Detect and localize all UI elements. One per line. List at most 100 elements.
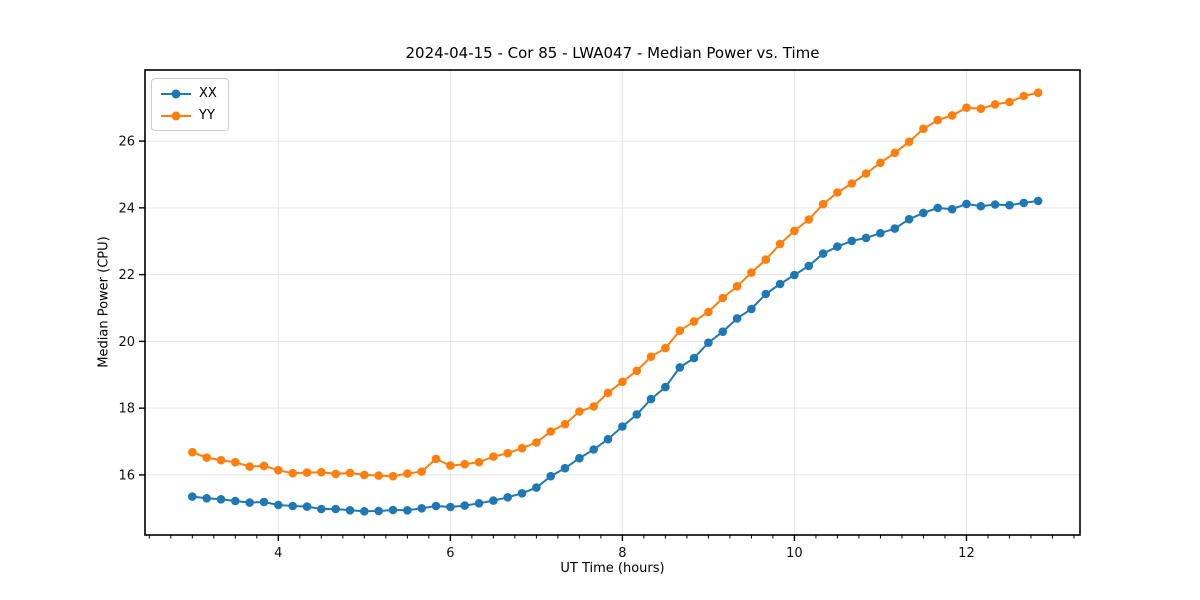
plot-border — [144, 69, 1081, 536]
series-yy-marker — [904, 137, 914, 147]
legend-marker-yy-icon — [161, 111, 191, 121]
series-xx-marker — [704, 338, 713, 348]
series-xx-marker — [302, 502, 312, 511]
series-yy-marker — [947, 111, 957, 120]
series-xx-marker — [288, 501, 298, 511]
series-xx-marker — [216, 495, 226, 504]
series-yy-marker — [231, 457, 240, 467]
series-xx-marker — [603, 434, 613, 444]
series-yy-marker — [618, 377, 627, 387]
series-yy-marker — [202, 453, 211, 462]
series-yy-marker — [890, 148, 900, 158]
series-xx-marker — [474, 499, 484, 508]
series-xx-marker — [360, 507, 369, 516]
y-axis-label: Median Power (CPU) — [96, 236, 112, 368]
series-yy-marker — [360, 470, 369, 480]
series-yy-marker — [374, 471, 384, 480]
series-yy-marker — [474, 457, 484, 467]
series-xx-marker — [489, 496, 498, 505]
series-xx-marker — [876, 228, 885, 238]
series-xx-marker — [962, 199, 971, 209]
x-tick-label: 6 — [446, 546, 454, 561]
series-xx-marker — [904, 214, 914, 224]
series — [188, 88, 1043, 516]
series-xx-marker — [661, 382, 670, 392]
series-xx-marker — [818, 249, 828, 258]
series-yy-marker — [259, 461, 269, 471]
legend: XX YY — [151, 78, 229, 131]
series-yy-marker — [732, 282, 742, 291]
series-yy-marker — [388, 471, 398, 481]
series-yy-marker — [790, 226, 799, 236]
series-xx-marker — [718, 327, 728, 337]
series-xx-marker — [1033, 196, 1043, 206]
series-yy-marker — [216, 455, 226, 465]
series-xx-marker — [933, 203, 943, 213]
series-xx-line — [192, 199, 1039, 513]
y-tick-label: 18 — [118, 402, 135, 417]
series-xx-marker — [589, 445, 598, 454]
series-yy-marker — [833, 188, 842, 197]
series-yy-marker — [689, 317, 699, 326]
series-xx-marker — [847, 236, 857, 246]
legend-label-yy: YY — [199, 108, 215, 123]
series-yy-marker — [761, 255, 771, 264]
series-xx-marker — [990, 200, 1000, 209]
series-xx-marker — [374, 506, 384, 516]
series-yy-marker — [1033, 88, 1043, 97]
y-tick-label: 16 — [118, 468, 135, 483]
series-xx-marker — [331, 504, 341, 514]
series-yy-marker — [661, 343, 670, 353]
series-yy-marker — [632, 366, 642, 376]
series-xx-marker — [732, 314, 742, 323]
series-yy-marker — [861, 169, 871, 178]
series-yy-marker — [345, 468, 355, 478]
series-xx-marker — [259, 497, 269, 507]
series-xx-marker — [231, 496, 240, 506]
series-yy-marker — [460, 459, 470, 469]
series-yy-marker — [245, 462, 254, 471]
series-xx-marker — [546, 471, 555, 481]
series-yy-marker — [589, 402, 598, 411]
series-xx-marker — [976, 201, 986, 211]
series-xx-marker — [1019, 198, 1029, 208]
series-xx-marker — [446, 502, 455, 512]
series-xx-marker — [274, 500, 283, 510]
series-xx-marker — [388, 505, 398, 515]
series-yy-marker — [919, 124, 928, 134]
series-xx-marker — [761, 289, 771, 299]
series-xx-marker — [675, 363, 685, 372]
series-yy-marker — [718, 293, 728, 303]
series-yy-marker — [188, 447, 197, 457]
x-axis-label: UT Time (hours) — [560, 561, 665, 576]
series-yy-marker — [603, 388, 613, 398]
series-yy-line — [191, 91, 1039, 478]
series-xx-marker — [532, 483, 541, 492]
series-yy-marker — [274, 465, 283, 475]
x-tick-label: 10 — [786, 546, 803, 561]
series-xx-marker — [890, 224, 900, 233]
series-xx-marker — [460, 501, 470, 510]
series-xx-marker — [689, 353, 699, 363]
series-xx-marker — [188, 492, 197, 501]
series-yy-marker — [962, 103, 971, 112]
x-tick-label: 8 — [618, 546, 626, 561]
x-tick-label: 4 — [274, 546, 282, 561]
series-yy-marker — [517, 443, 527, 453]
chart-title: 2024-04-15 - Cor 85 - LWA047 - Median Po… — [405, 44, 820, 62]
series-xx-marker — [202, 494, 211, 503]
series-xx-marker — [646, 394, 656, 404]
series-yy-marker — [575, 407, 584, 416]
series-yy-marker — [431, 454, 441, 464]
series-yy-marker — [933, 115, 943, 125]
series-yy-marker — [403, 469, 412, 478]
series-xx-marker — [403, 506, 412, 515]
axes: 4 6 8 10 12 16 18 20 22 24 26 — [118, 69, 1081, 561]
series-yy-marker — [546, 427, 555, 436]
gridlines — [145, 70, 1080, 535]
series-xx-marker — [833, 242, 842, 251]
series-yy-marker — [747, 268, 756, 277]
legend-marker-xx-icon — [161, 89, 191, 99]
